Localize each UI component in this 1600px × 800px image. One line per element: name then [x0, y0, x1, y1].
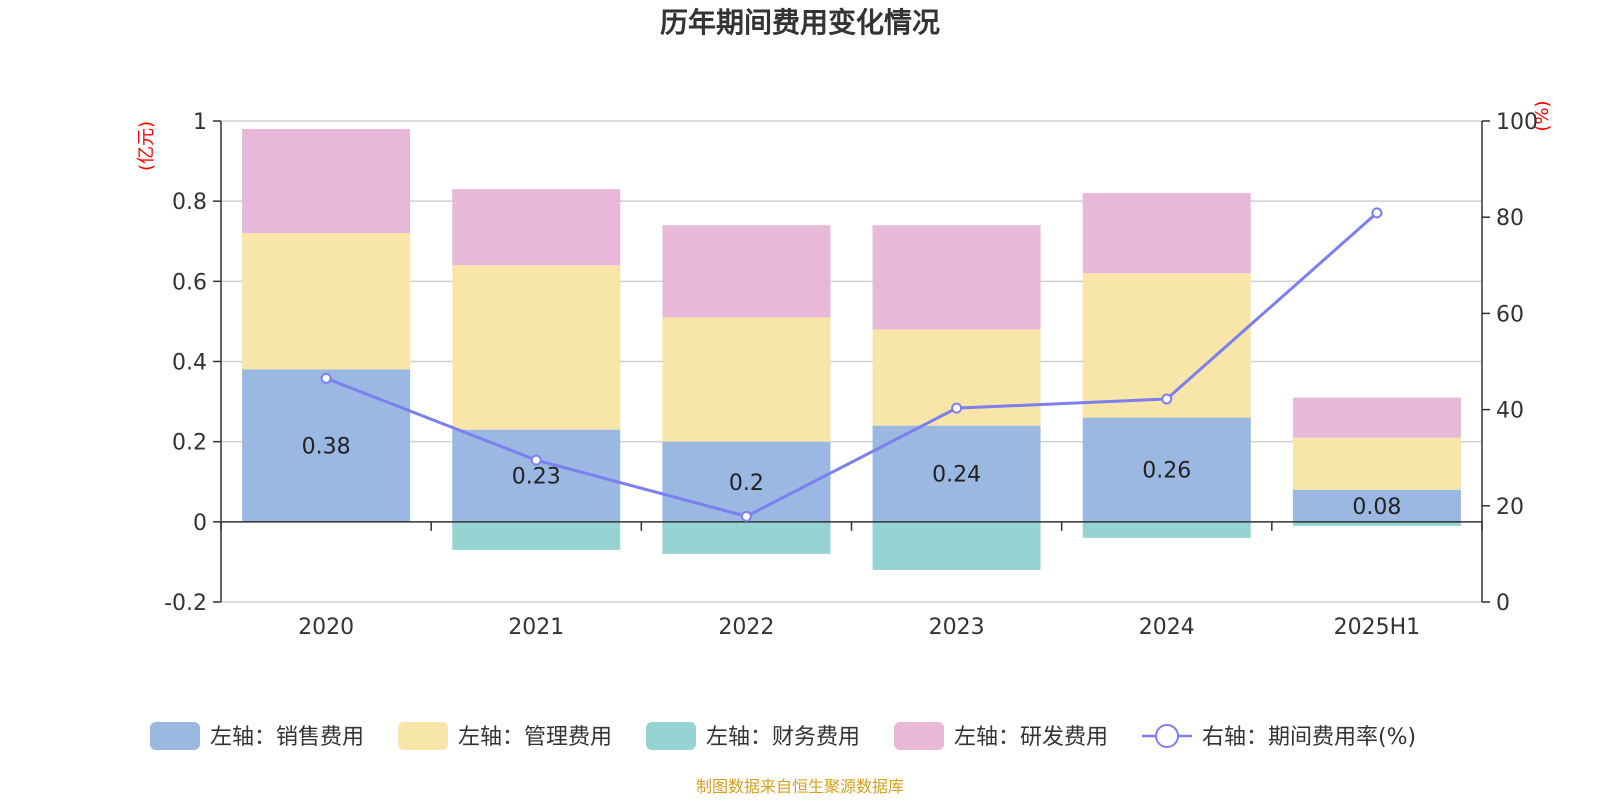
bar-segment	[242, 129, 411, 234]
bar-segment	[1292, 397, 1461, 438]
bar-segment	[242, 369, 411, 522]
left-tick-label: 0.6	[172, 270, 207, 295]
bar-data-label: 0.38	[302, 435, 351, 460]
legend-label: 右轴：期间费用率(%)	[1202, 725, 1416, 750]
axes: -0.2 0 0.2 0.4 0.6 0.8 1 0 20 40 60 80 100 2020 2021 20…	[164, 110, 1538, 640]
left-tick-label: 1	[193, 110, 207, 135]
bar-segment	[662, 521, 831, 554]
bar-data-label: 0.24	[932, 463, 981, 488]
legend-swatch	[150, 722, 200, 750]
bar-segment	[662, 441, 831, 522]
legend-swatch	[398, 722, 448, 750]
bar-segment	[1292, 489, 1461, 522]
bar-segment	[1292, 521, 1461, 526]
bar-segment	[452, 521, 621, 550]
left-tick-label: 0.2	[172, 431, 207, 456]
right-tick-label: 60	[1496, 302, 1524, 327]
bar-segment	[662, 225, 831, 318]
bar-segment	[1082, 193, 1251, 274]
bar-segment	[1292, 437, 1461, 490]
legend-swatch	[646, 722, 696, 750]
x-tick-label: 2021	[508, 615, 564, 640]
bar-segment	[662, 317, 831, 442]
left-tick-label: 0.8	[172, 190, 207, 215]
source-note: 制图数据来自恒生聚源数据库	[696, 777, 904, 796]
bar-segment	[452, 189, 621, 266]
rate-line	[325, 211, 1378, 518]
right-tick-label: 0	[1496, 591, 1510, 616]
legend: 左轴：销售费用 左轴：管理费用 左轴：财务费用 左轴：研发费用 右轴：期间费用率(%)	[150, 722, 1416, 750]
bar-segment	[872, 225, 1041, 330]
legend-marker	[1155, 724, 1179, 748]
rate-point	[1371, 207, 1383, 219]
rate-point	[1161, 393, 1173, 405]
bar-data-label: 0.2	[729, 471, 764, 496]
rate-point	[740, 510, 752, 522]
left-tick-label: -0.2	[164, 591, 207, 616]
right-tick-label: 100	[1496, 110, 1538, 135]
left-axis-unit: (亿元)	[136, 121, 157, 171]
bar-data-label: 0.08	[1352, 495, 1401, 520]
line-series	[320, 207, 1383, 522]
x-tick-label: 2023	[929, 615, 985, 640]
bar-segment	[1082, 417, 1251, 522]
bar-segment	[872, 521, 1041, 570]
legend-label: 左轴：研发费用	[954, 725, 1108, 750]
x-tick-label: 2022	[718, 615, 774, 640]
gridlines	[221, 120, 1482, 603]
left-tick-label: 0	[193, 511, 207, 536]
rate-point	[951, 402, 963, 414]
left-tick-label: 0.4	[172, 351, 207, 376]
bar-series	[242, 129, 1461, 570]
x-tick-label: 2025H1	[1334, 615, 1421, 640]
right-tick-label: 40	[1496, 399, 1524, 424]
right-axis-unit: (%)	[1532, 100, 1553, 131]
legend-label: 左轴：销售费用	[210, 725, 364, 750]
legend-swatch	[894, 722, 944, 750]
legend-label: 左轴：财务费用	[706, 725, 860, 750]
legend-label: 左轴：管理费用	[458, 725, 612, 750]
bar-segment	[242, 233, 411, 370]
bar-data-label: 0.23	[512, 465, 561, 490]
rate-point	[530, 454, 542, 466]
right-tick-label: 20	[1496, 495, 1524, 520]
bar-segment	[1082, 521, 1251, 538]
data-labels: 0.38 0.23 0.2 0.24 0.26 0.08	[302, 435, 1402, 520]
bar-segment	[452, 265, 621, 430]
rate-point	[320, 372, 332, 384]
x-tick-label: 2024	[1139, 615, 1195, 640]
chart-title: 历年期间费用变化情况	[660, 6, 940, 39]
bar-data-label: 0.26	[1142, 459, 1191, 484]
x-tick-label: 2020	[298, 615, 354, 640]
right-tick-label: 80	[1496, 206, 1524, 231]
bar-segment	[872, 425, 1041, 522]
